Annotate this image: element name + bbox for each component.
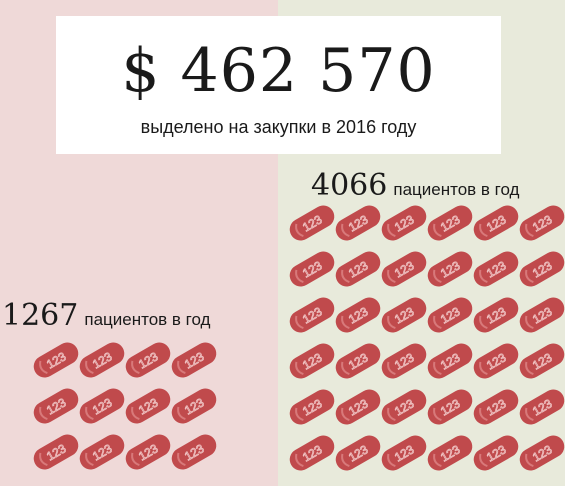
pill-icon: 123 (516, 297, 565, 333)
pill-icon: 123 (76, 342, 128, 378)
pill-icon: 123 (470, 297, 522, 333)
pill-icon: 123 (424, 389, 476, 425)
pill-icon: 123 (332, 297, 384, 333)
patients-count-before: 1267 (2, 298, 79, 333)
pill-icon: 123 (286, 251, 338, 287)
pill-icon: 123 (286, 205, 338, 241)
pill-icon: 123 (470, 251, 522, 287)
pill-icon: 123 (378, 251, 430, 287)
pill-icon: 123 (168, 388, 220, 424)
pill-icon: 123 (332, 343, 384, 379)
pill-icon: 123 (516, 205, 565, 241)
pill-icon: 123 (424, 297, 476, 333)
patients-count-after: 4066 (311, 168, 388, 203)
pill-icon: 123 (424, 205, 476, 241)
pill-icon: 123 (378, 297, 430, 333)
pill-icon: 123 (76, 434, 128, 470)
pill-icon: 123 (332, 435, 384, 471)
pill-icon: 123 (470, 343, 522, 379)
pill-icon: 123 (286, 435, 338, 471)
pill-icon: 123 (470, 205, 522, 241)
pill-icon: 123 (332, 205, 384, 241)
pill-icon: 123 (286, 297, 338, 333)
pill-icon: 123 (516, 343, 565, 379)
pill-icon: 123 (122, 388, 174, 424)
budget-amount: $ 462 570 (121, 36, 436, 106)
patients-label-before: 1267 пациентов в год (2, 298, 210, 333)
pill-icon: 123 (168, 342, 220, 378)
pill-icon: 123 (30, 434, 82, 470)
pill-icon: 123 (378, 343, 430, 379)
pill-icon: 123 (516, 435, 565, 471)
patients-unit-before: пациентов в год (84, 310, 211, 329)
pill-icon: 123 (76, 388, 128, 424)
pill-icon: 123 (30, 342, 82, 378)
pill-icon: 123 (286, 343, 338, 379)
pill-icon: 123 (378, 205, 430, 241)
budget-caption: выделено на закупки в 2016 году (140, 117, 417, 137)
pill-icon: 123 (470, 389, 522, 425)
pill-icon: 123 (30, 388, 82, 424)
pill-icon: 123 (332, 389, 384, 425)
patients-unit-after: пациентов в год (393, 180, 520, 199)
pill-icon: 123 (516, 251, 565, 287)
pill-icon: 123 (378, 435, 430, 471)
headline-box: $ 462 570 выделено на закупки в 2016 год… (56, 16, 501, 154)
pill-icon: 123 (516, 389, 565, 425)
pill-icon: 123 (122, 342, 174, 378)
patients-label-after: 4066 пациентов в год (311, 168, 519, 203)
pill-icon: 123 (378, 389, 430, 425)
pill-icon: 123 (122, 434, 174, 470)
pill-icon: 123 (424, 251, 476, 287)
pill-icon: 123 (286, 389, 338, 425)
pill-icon: 123 (168, 434, 220, 470)
pill-icon: 123 (470, 435, 522, 471)
pill-icon: 123 (424, 343, 476, 379)
pill-icon: 123 (332, 251, 384, 287)
pill-icon: 123 (424, 435, 476, 471)
